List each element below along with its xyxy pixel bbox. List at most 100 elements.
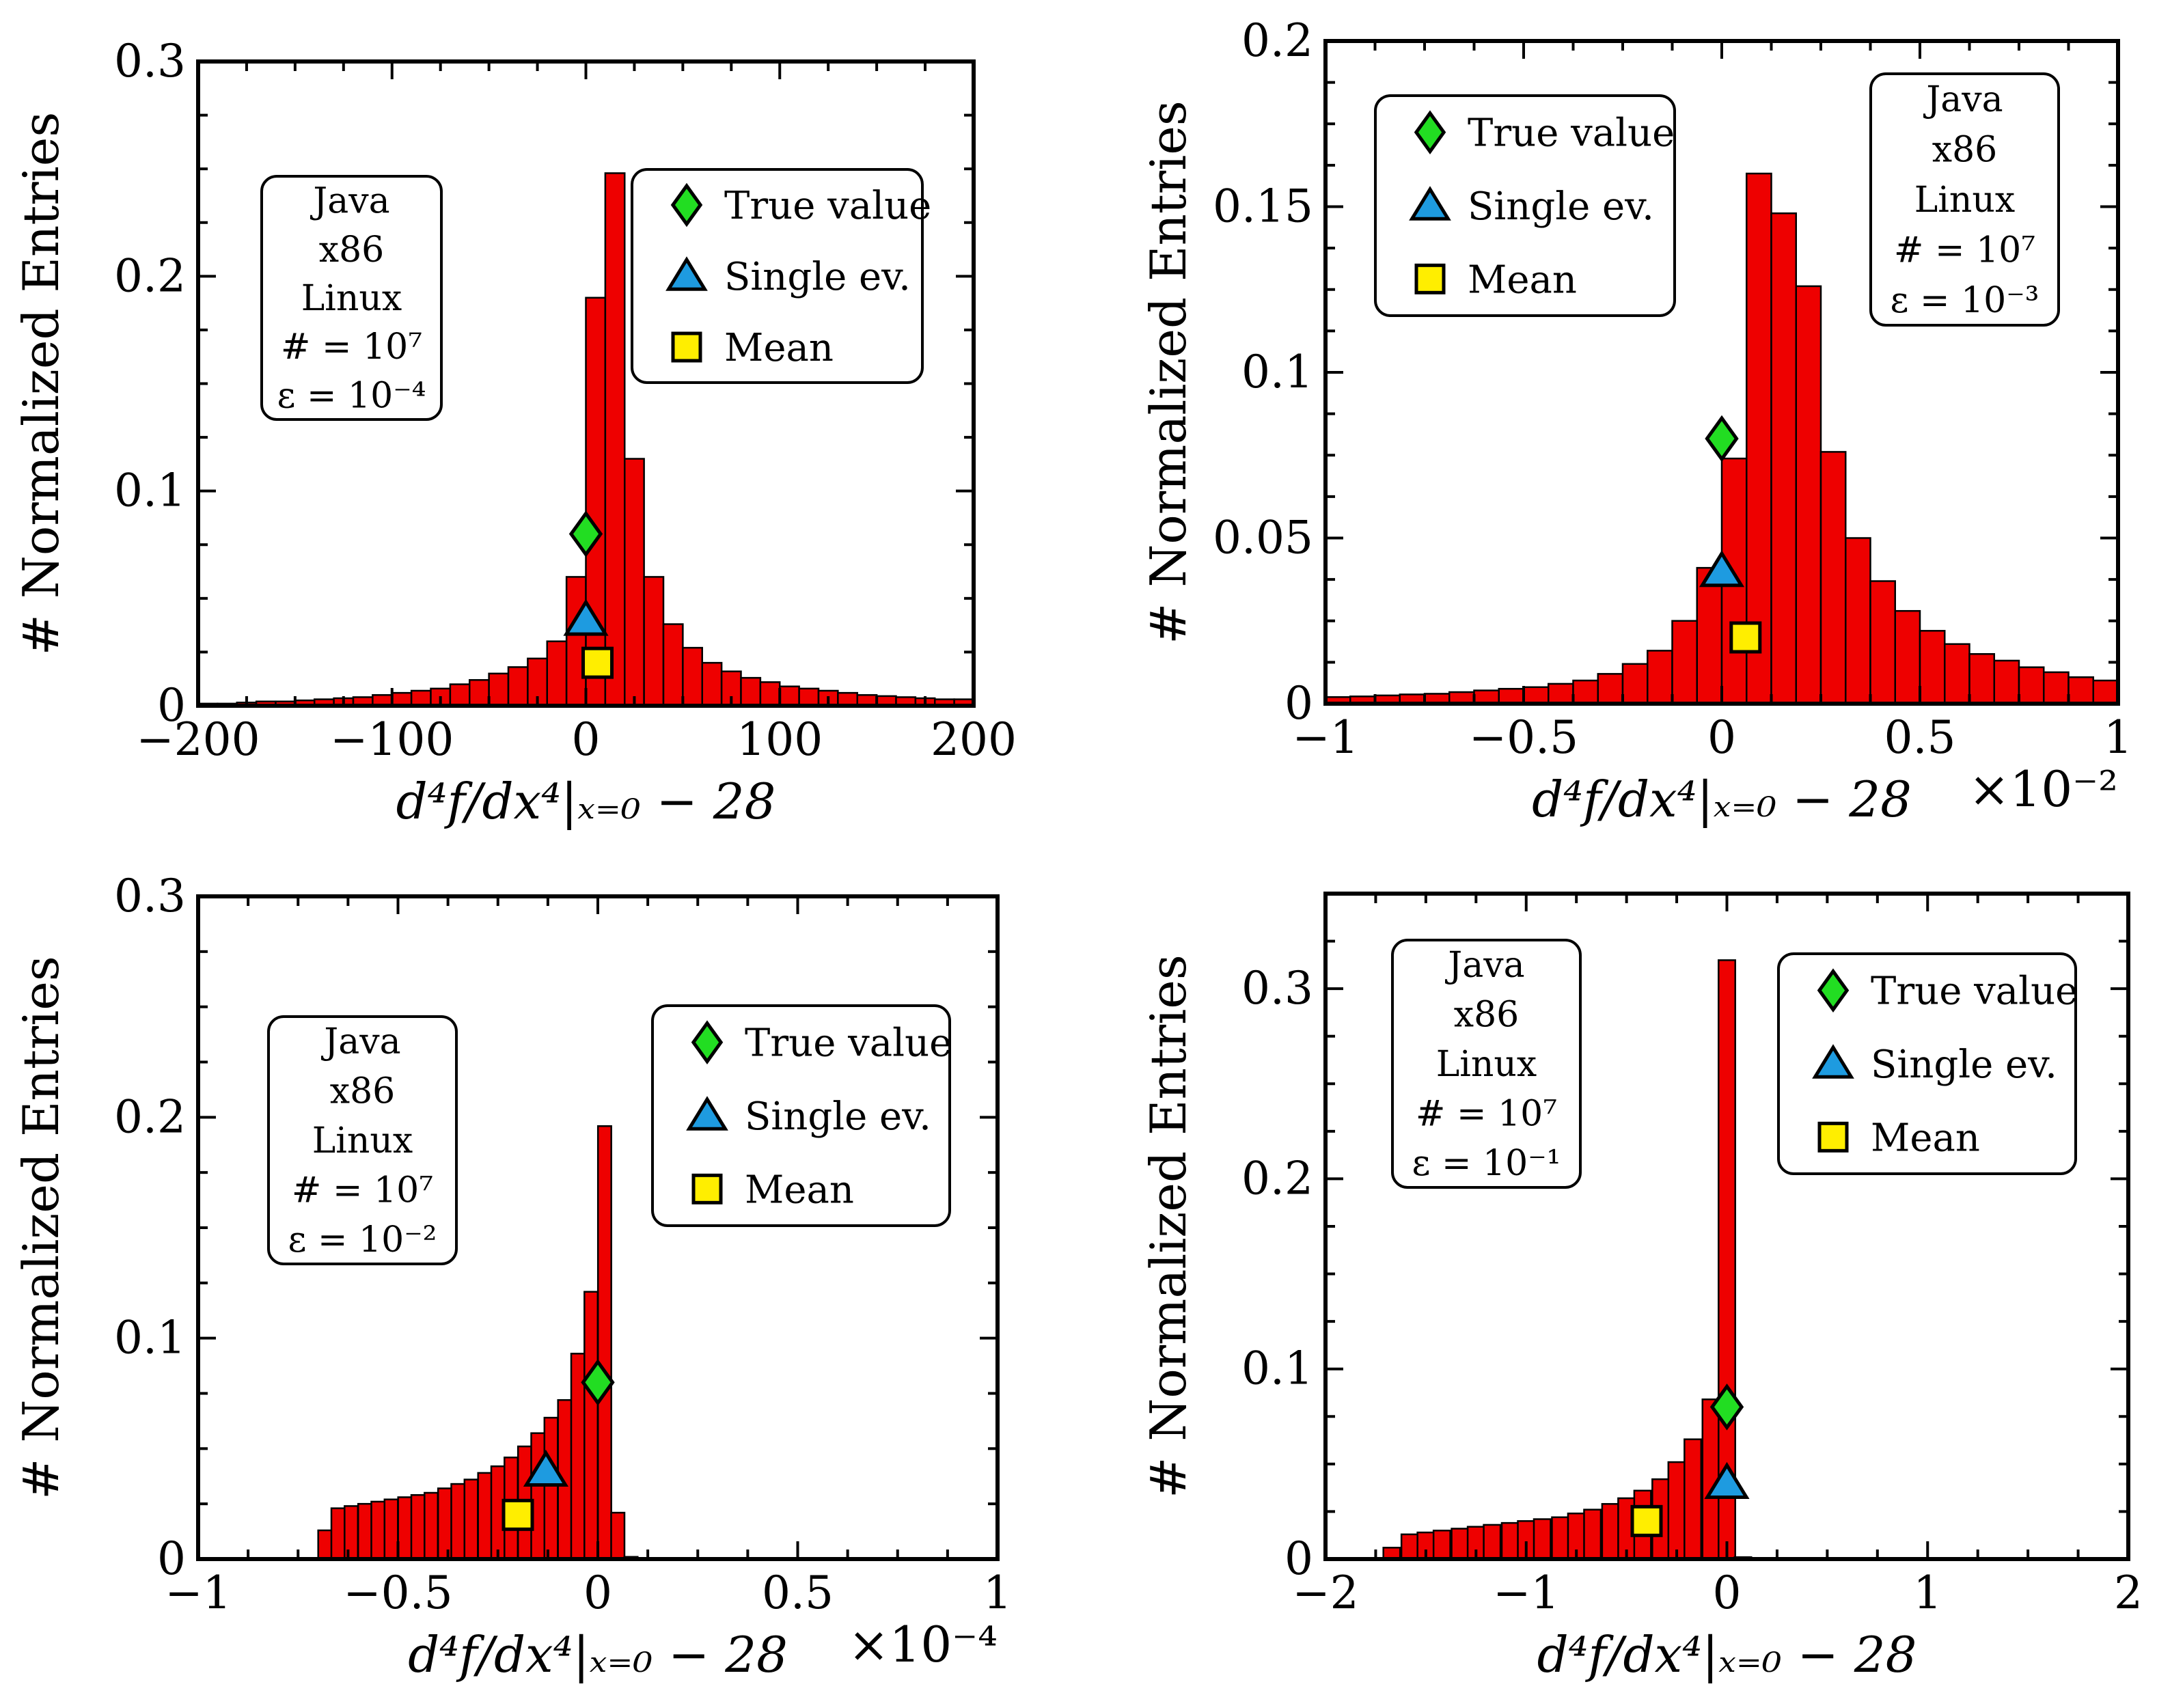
y-axis-label: # Normalized Entries: [12, 956, 70, 1500]
x-tick-label: −1: [1493, 1567, 1559, 1619]
y-tick-label: 0.2: [114, 1090, 186, 1143]
x-tick-label: 100: [737, 713, 823, 766]
info-box-line: # = 10⁷: [281, 327, 422, 368]
histogram-bar: [546, 640, 568, 707]
legend: True value Single ev. Mean: [651, 1004, 952, 1227]
histogram-bar: [344, 1505, 359, 1560]
info-box-line: x86: [1454, 995, 1520, 1036]
x-axis-label: d⁴f/dx⁴|ₓ₌₀ − 28: [408, 1626, 788, 1683]
legend-label: Single ev.: [745, 1094, 931, 1139]
histogram-bar: [2043, 671, 2070, 705]
info-box-line: Java: [1444, 945, 1524, 986]
info-box-line: # = 10⁷: [292, 1170, 433, 1211]
x-axis-multiplier: ×10⁻²: [1968, 760, 2118, 818]
y-axis-label: # Normalized Entries: [12, 112, 70, 656]
legend-box: [631, 168, 924, 384]
info-box-line: x86: [1932, 129, 1998, 170]
info-box-frame: [267, 1015, 458, 1265]
info-box-line: Java: [1923, 79, 2003, 120]
legend-label: Single ev.: [724, 255, 911, 299]
legend-mean-icon: [1817, 1121, 1849, 1153]
y-tick-label: 0.15: [1213, 180, 1313, 233]
mean-marker: [502, 1498, 534, 1531]
x-tick-label: 0.5: [1884, 711, 1956, 764]
mean-marker: [1729, 621, 1762, 654]
histogram-bar: [1500, 1521, 1520, 1560]
legend-true-value-icon: [1817, 968, 1850, 1013]
histogram-bar: [1795, 285, 1822, 705]
histogram-bar: [357, 1502, 372, 1560]
info-box: Java x86 Linux # = 10⁷ ε = 10⁻²: [267, 1015, 458, 1265]
info-box-line: # = 10⁷: [1416, 1093, 1557, 1134]
histogram-bar: [2018, 666, 2045, 705]
x-axis-multiplier: ×10⁻⁴: [848, 1616, 998, 1673]
info-box: Java x86 Linux # = 10⁷ ε = 10⁻¹: [1391, 939, 1582, 1189]
x-tick-label: −100: [330, 713, 454, 766]
mean-marker: [581, 646, 614, 679]
info-box: Java x86 Linux # = 10⁷ ε = 10⁻³: [1869, 72, 2060, 327]
histogram-bar: [463, 1478, 479, 1560]
histogram-bar: [585, 297, 607, 707]
histogram-bar: [662, 623, 684, 707]
histogram-bar: [1400, 1533, 1419, 1560]
histogram-bar: [410, 1493, 426, 1560]
histogram-bar: [1551, 1516, 1570, 1560]
info-box-line: ε = 10⁻⁴: [277, 375, 426, 416]
single-ev-marker: [523, 1449, 569, 1487]
histogram-bar: [1621, 663, 1649, 705]
histogram-bar: [759, 681, 781, 707]
histogram-bar: [1944, 643, 1970, 705]
y-tick-label: 0.3: [114, 870, 186, 922]
legend-true-value-icon: [1414, 110, 1446, 154]
histogram-bar: [779, 685, 800, 707]
x-axis-label: d⁴f/dx⁴|ₓ₌₀ − 28: [1532, 771, 1912, 828]
histogram-bar: [469, 679, 490, 707]
histogram-bar: [565, 576, 587, 707]
histogram-bars: [197, 172, 975, 707]
histogram-bar: [1968, 653, 1995, 705]
single-ev-marker: [1699, 550, 1745, 588]
histogram-bar: [1671, 620, 1698, 705]
legend-box: [651, 1004, 951, 1227]
y-tick-label: 0.1: [1241, 1342, 1313, 1395]
y-axis-label: # Normalized Entries: [1140, 100, 1197, 644]
legend-label: True value: [1468, 111, 1675, 156]
info-box-line: Java: [320, 1021, 400, 1062]
legend: True value Single ev. Mean: [631, 168, 931, 384]
histogram-bar: [530, 1432, 546, 1560]
legend-box: [1374, 94, 1676, 317]
panel-bottom-right: −2 −1 0 1 2 0 0.1 0.2 0.3 d⁴f/dx⁴|ₓ₌₀ − 28 # Norma…: [1140, 892, 2143, 1683]
legend-label: Mean: [724, 326, 834, 370]
histogram-bars: [317, 1125, 639, 1560]
true-value-marker: [568, 510, 603, 557]
histogram-bars: [1324, 172, 2119, 705]
x-tick-label: 1: [1913, 1567, 1942, 1619]
histogram-bar: [1647, 650, 1673, 705]
histogram-bar: [477, 1472, 493, 1560]
histogram-bar: [604, 172, 626, 707]
x-tick-label: 0: [1713, 1567, 1742, 1619]
histogram-bar: [1696, 566, 1723, 705]
histogram-bar: [1869, 580, 1896, 705]
info-box-line: x86: [319, 230, 385, 271]
y-tick-label: 0.2: [1241, 14, 1313, 67]
histogram-bar: [397, 1496, 413, 1560]
single-ev-marker: [1704, 1461, 1750, 1499]
y-tick-label: 0.05: [1213, 512, 1313, 564]
x-tick-label: −1: [1292, 711, 1358, 764]
info-box-line: Java: [310, 181, 389, 222]
histogram-bar: [507, 666, 529, 707]
histogram-bar: [1597, 673, 1624, 705]
info-box-line: # = 10⁷: [1894, 230, 2035, 271]
histogram-bar: [643, 576, 665, 707]
info-box-line: Linux: [301, 278, 402, 319]
info-box-line: Linux: [1436, 1044, 1537, 1085]
histogram-bar: [1684, 1438, 1703, 1560]
x-tick-label: −1: [165, 1567, 231, 1619]
histogram-bar: [1498, 687, 1525, 705]
x-tick-label: 0: [572, 713, 601, 766]
panel-top-right: −1 −0.5 0 0.5 1 0 0.05 0.1 0.15 0.2 d⁴f/dx⁴|ₓ₌₀ − …: [1140, 14, 2132, 828]
histogram-bar: [1522, 686, 1550, 705]
histogram-bar: [1601, 1503, 1620, 1560]
